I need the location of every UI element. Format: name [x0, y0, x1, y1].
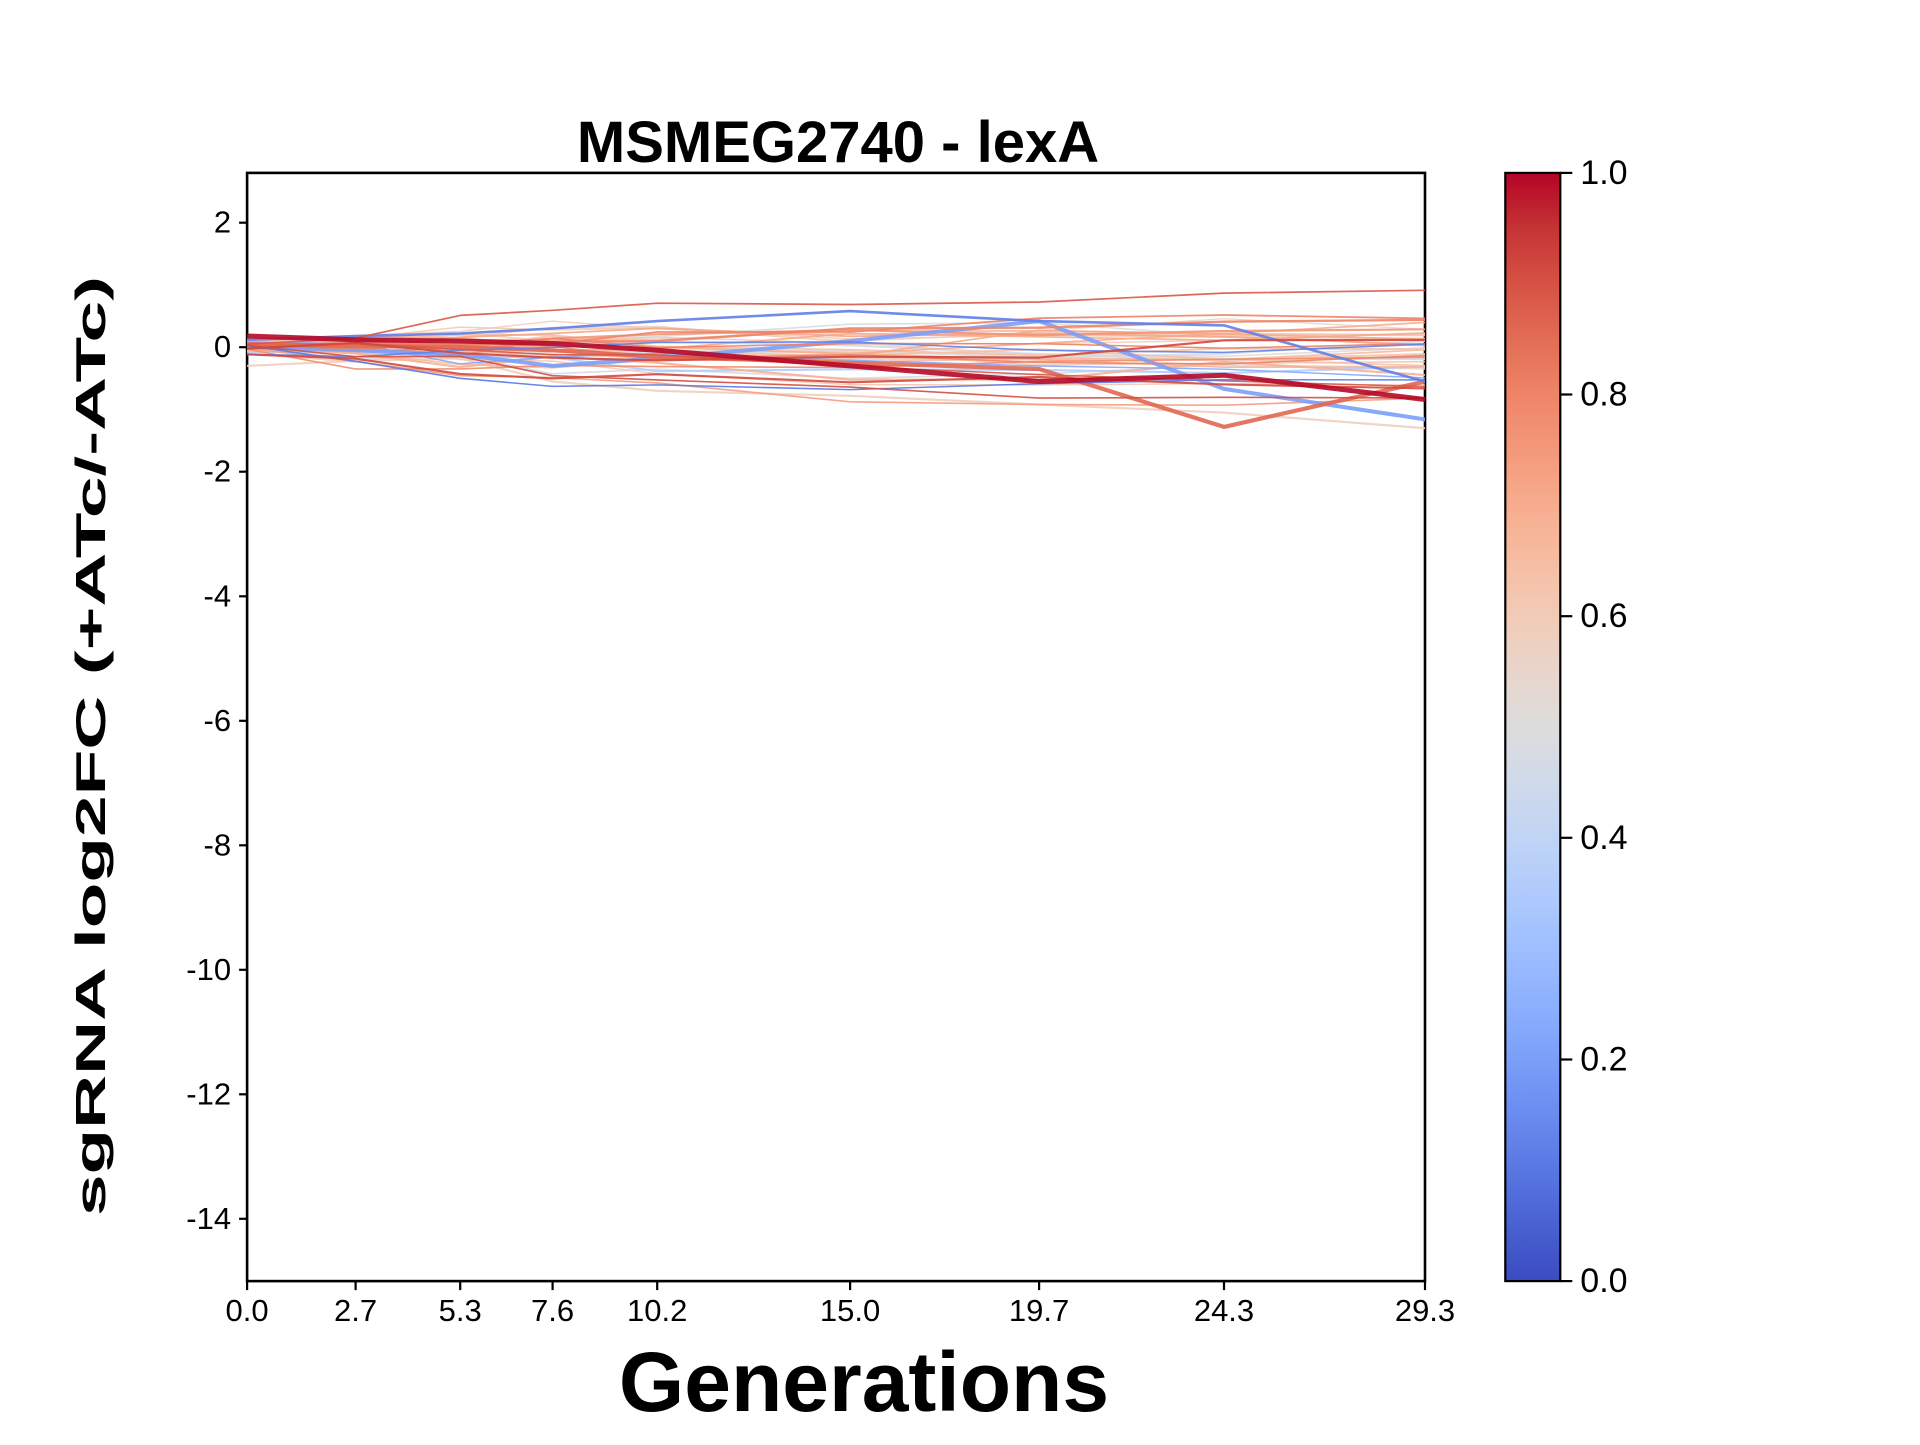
svg-text:2: 2 [214, 205, 231, 240]
svg-text:-8: -8 [204, 827, 232, 862]
svg-text:7.6: 7.6 [531, 1293, 574, 1328]
svg-text:29.3: 29.3 [1395, 1293, 1455, 1328]
svg-text:2.7: 2.7 [334, 1293, 377, 1328]
svg-text:0: 0 [214, 329, 231, 364]
svg-text:Generations: Generations [619, 1335, 1109, 1429]
svg-text:-10: -10 [186, 952, 231, 987]
svg-text:0.0: 0.0 [1580, 1262, 1627, 1300]
svg-text:-12: -12 [186, 1076, 231, 1111]
svg-text:sgRNA log2FC (+ATc/-ATc): sgRNA log2FC (+ATc/-ATc) [67, 276, 114, 1216]
svg-text:0.2: 0.2 [1580, 1041, 1627, 1079]
svg-text:0.8: 0.8 [1580, 376, 1627, 414]
svg-text:10.2: 10.2 [627, 1293, 687, 1328]
svg-text:0.0: 0.0 [226, 1293, 269, 1328]
svg-text:5.3: 5.3 [439, 1293, 482, 1328]
svg-text:0.6: 0.6 [1580, 597, 1627, 635]
svg-text:-6: -6 [204, 703, 232, 738]
svg-text:MSMEG2740 - lexA: MSMEG2740 - lexA [577, 110, 1099, 175]
svg-text:1.0: 1.0 [1580, 154, 1627, 192]
svg-text:-14: -14 [186, 1201, 231, 1236]
svg-text:-4: -4 [204, 578, 232, 613]
svg-text:0.4: 0.4 [1580, 819, 1627, 857]
svg-text:19.7: 19.7 [1009, 1293, 1069, 1328]
svg-text:24.3: 24.3 [1194, 1293, 1254, 1328]
svg-text:-2: -2 [204, 454, 232, 489]
svg-text:15.0: 15.0 [820, 1293, 880, 1328]
